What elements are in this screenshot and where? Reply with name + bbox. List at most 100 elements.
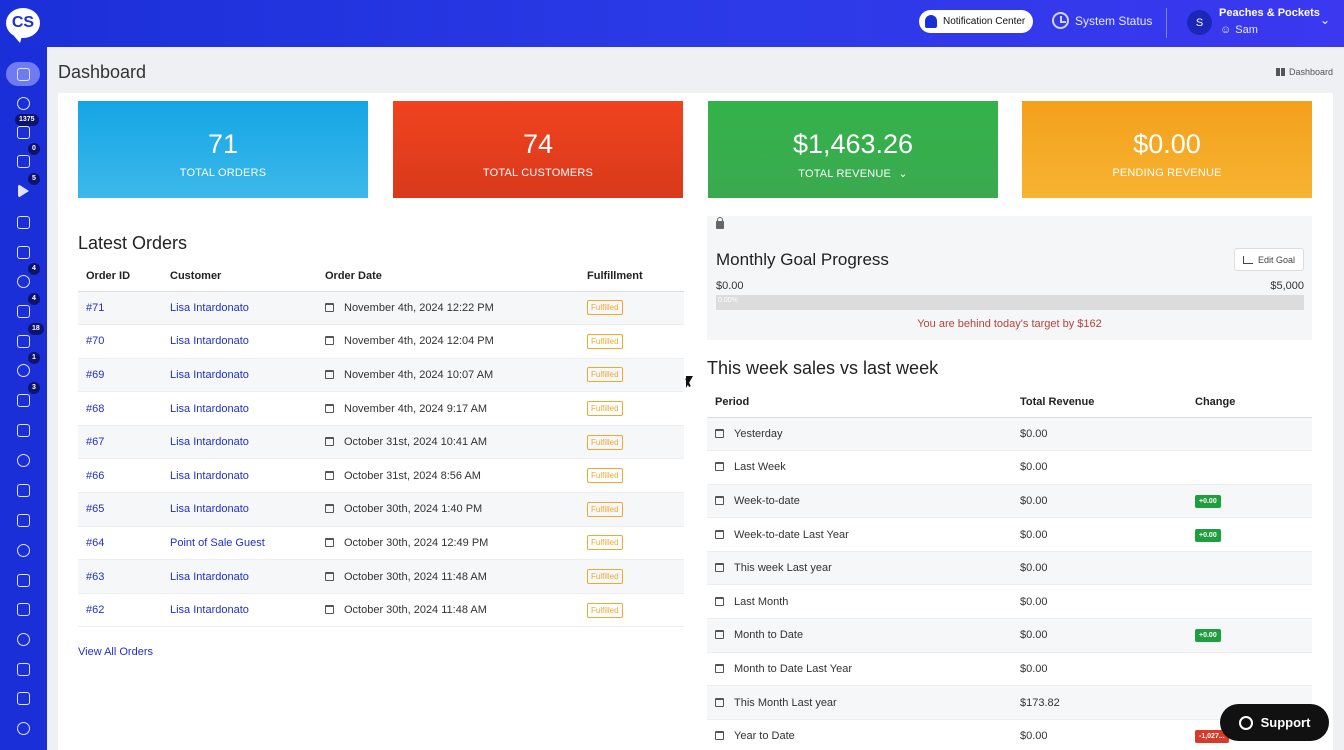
sidebar-item[interactable] (8, 597, 38, 621)
order-id-link[interactable]: #70 (86, 335, 105, 348)
table-row: Week-to-date Last Year $0.00 +0.00 (707, 517, 1312, 552)
sidebar-item[interactable] (8, 686, 38, 710)
goal-message: You are behind today's target by $162 (917, 318, 1102, 330)
period-label: Week-to-date Last Year (734, 528, 849, 541)
order-id-link[interactable]: #68 (86, 402, 105, 415)
sales-comparison-table: Period Total Revenue Change Yesterday $0.… (707, 388, 1312, 750)
count-badge: 1375 (15, 114, 39, 126)
order-id-link[interactable]: #63 (86, 570, 105, 583)
order-id-link[interactable]: #62 (86, 604, 105, 617)
sidebar-item[interactable] (8, 508, 38, 532)
view-all-orders-link[interactable]: View All Orders (78, 646, 153, 658)
customer-link[interactable]: Lisa Intardonato (170, 368, 249, 381)
sidebar-item[interactable] (6, 62, 40, 86)
stat-card-total-orders[interactable]: 71 TOTAL ORDERS (78, 101, 368, 198)
revenue-value: $0.00 (1020, 662, 1048, 675)
order-id-link[interactable]: #69 (86, 368, 105, 381)
monthly-goal-card: Monthly Goal Progress Edit Goal $0.00 $5… (707, 216, 1312, 340)
mobile-icon (16, 573, 30, 587)
edit-goal-button[interactable]: Edit Goal (1234, 248, 1304, 271)
logo[interactable]: CS (6, 8, 40, 43)
stat-label: TOTAL REVENUE (798, 168, 892, 180)
sidebar-item[interactable] (8, 91, 38, 115)
column-header: Order Date (317, 262, 579, 292)
order-id-link[interactable]: #71 (86, 301, 105, 314)
sidebar-item[interactable] (8, 448, 38, 472)
customer-link[interactable]: Lisa Intardonato (170, 436, 249, 449)
stat-label: TOTAL CUSTOMERS (482, 167, 594, 179)
sidebar-item[interactable]: 4 (8, 263, 40, 293)
sidebar-item[interactable]: 0 (8, 143, 40, 173)
sidebar-item[interactable] (8, 568, 38, 592)
sidebar-item[interactable] (8, 716, 38, 740)
customer-link[interactable]: Lisa Intardonato (170, 301, 249, 314)
calendar-icon (325, 302, 334, 312)
sidebar-item[interactable] (8, 418, 38, 442)
avatar[interactable]: S (1187, 10, 1212, 35)
sidebar: 1375 0 5 4 4 18 1 3 (0, 47, 47, 750)
customer-link[interactable]: Lisa Intardonato (170, 604, 249, 617)
grid-icon (1276, 68, 1285, 76)
status-badge: Fulfilled (587, 501, 623, 517)
table-row: #67 Lisa Intardonato October 31st, 2024 10… (78, 425, 684, 460)
stat-card-total-revenue[interactable]: $1,463.26 TOTAL REVENUE ⌄ (708, 101, 998, 198)
status-badge: Fulfilled (587, 333, 623, 349)
bar-chart-icon (16, 602, 30, 616)
sidebar-item[interactable] (8, 627, 38, 651)
table-row: Yesterday $0.00 (707, 417, 1312, 452)
sidebar-item[interactable] (8, 210, 38, 234)
customer-link[interactable]: Lisa Intardonato (170, 469, 249, 482)
calendar-icon (715, 630, 724, 640)
sidebar-item[interactable]: 18 (8, 323, 44, 353)
stat-card-pending-revenue[interactable]: $0.00 PENDING REVENUE (1022, 101, 1312, 198)
sidebar-item[interactable] (8, 657, 38, 681)
notification-center-button[interactable]: Notification Center (919, 10, 1033, 33)
sidebar-item[interactable] (8, 538, 38, 562)
magic-icon (16, 245, 30, 259)
status-badge: Fulfilled (587, 468, 623, 484)
home-icon (16, 67, 30, 81)
order-id-link[interactable]: #67 (86, 436, 105, 449)
sidebar-item[interactable]: 1375 (8, 114, 39, 144)
sidebar-item[interactable]: 1 (8, 352, 40, 382)
customer-link[interactable]: Lisa Intardonato (170, 570, 249, 583)
table-row: Week-to-date $0.00 +0.00 (707, 484, 1312, 519)
calendar-icon (715, 495, 724, 505)
stat-card-total-customers[interactable]: 74 TOTAL CUSTOMERS (393, 101, 683, 198)
period-label: Last Month (734, 595, 789, 608)
change-badge: +0.00 (1195, 629, 1221, 643)
company-name[interactable]: Peaches & Pockets (1219, 7, 1320, 19)
revenue-value: $0.00 (1020, 427, 1048, 440)
revenue-value: $0.00 (1020, 461, 1048, 474)
revenue-value: $0.00 (1020, 595, 1048, 608)
system-status-link[interactable]: System Status (1052, 12, 1152, 29)
chevron-down-icon[interactable]: ⌄ (1320, 13, 1331, 27)
customer-link[interactable]: Lisa Intardonato (170, 335, 249, 348)
chevron-down-icon[interactable]: ⌄ (898, 168, 908, 180)
order-id-link[interactable]: #66 (86, 469, 105, 482)
column-header: Customer (162, 262, 317, 292)
calendar-icon (715, 663, 724, 673)
sidebar-item[interactable]: 3 (8, 382, 40, 412)
support-button[interactable]: Support (1220, 704, 1329, 741)
change-badge: +0.00 (1195, 528, 1221, 542)
store-icon (16, 721, 30, 735)
order-id-link[interactable]: #65 (86, 503, 105, 516)
table-row: Last Week $0.00 (707, 450, 1312, 485)
sidebar-item[interactable]: 5 (8, 173, 40, 203)
sidebar-item[interactable] (8, 240, 38, 264)
order-id-link[interactable]: #64 (86, 536, 105, 549)
edit-goal-label: Edit Goal (1257, 254, 1296, 265)
breadcrumb[interactable]: Dashboard (1276, 67, 1333, 77)
customer-link[interactable]: Lisa Intardonato (170, 402, 249, 415)
users-icon (16, 423, 30, 437)
sidebar-item[interactable] (8, 478, 38, 502)
user-name[interactable]: ☺ Sam (1220, 24, 1258, 36)
sales-comparison-title: This week sales vs last week (707, 358, 939, 378)
count-badge: 18 (28, 323, 44, 335)
stat-value: $1,463.26 (792, 129, 914, 159)
customer-link[interactable]: Lisa Intardonato (170, 503, 249, 516)
customer-link[interactable]: Point of Sale Guest (170, 536, 265, 549)
sidebar-item[interactable]: 4 (8, 293, 40, 323)
share-icon (16, 543, 30, 557)
